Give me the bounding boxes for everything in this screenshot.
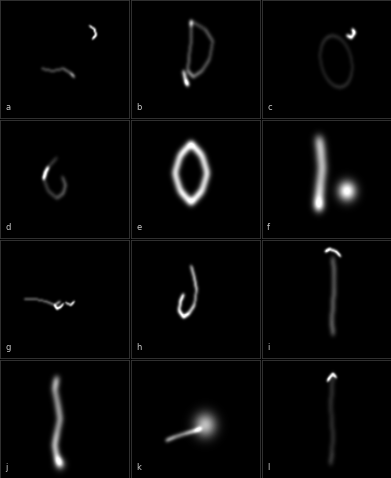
Text: b: b: [136, 103, 142, 112]
Text: k: k: [136, 463, 141, 472]
Text: c: c: [267, 103, 272, 112]
Text: j: j: [5, 463, 7, 472]
Text: d: d: [5, 223, 11, 232]
Text: h: h: [136, 343, 142, 352]
Text: i: i: [267, 343, 269, 352]
Text: a: a: [5, 103, 10, 112]
Text: l: l: [267, 463, 269, 472]
Text: g: g: [5, 343, 11, 352]
Text: f: f: [267, 223, 270, 232]
Text: e: e: [136, 223, 142, 232]
